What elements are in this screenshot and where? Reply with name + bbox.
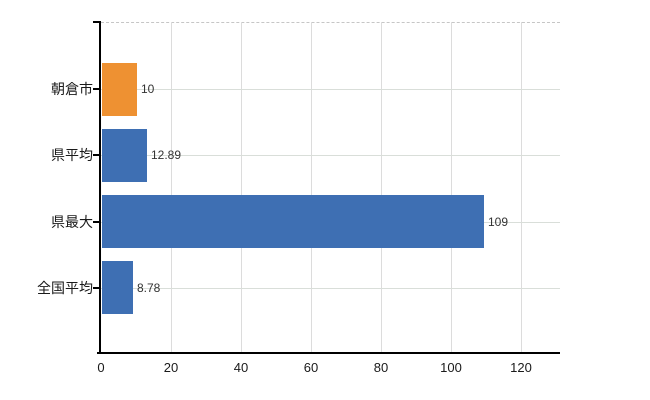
value-label: 12.89 — [151, 148, 182, 162]
gridline-vertical — [521, 22, 522, 353]
bar-朝倉市 — [102, 63, 137, 116]
y-axis-top-tick — [93, 21, 101, 23]
y-axis-line — [99, 22, 101, 354]
gridline-vertical — [381, 22, 382, 353]
x-axis-line — [97, 352, 560, 354]
gridline-horizontal — [101, 288, 560, 289]
x-tick-label: 0 — [97, 360, 105, 375]
x-tick-label: 40 — [233, 360, 249, 375]
gridline-vertical — [451, 22, 452, 353]
bar-県最大 — [102, 195, 484, 248]
gridline-horizontal — [101, 89, 560, 90]
category-label: 県最大 — [51, 214, 93, 230]
x-tick-label: 120 — [510, 360, 532, 375]
value-label: 8.78 — [137, 281, 161, 295]
x-tick-label: 60 — [303, 360, 319, 375]
y-axis-tick — [93, 154, 101, 156]
gridline-vertical — [171, 22, 172, 353]
category-label: 県平均 — [51, 147, 93, 163]
value-label: 109 — [488, 215, 509, 229]
value-label: 10 — [141, 82, 155, 96]
category-label: 朝倉市 — [51, 81, 93, 97]
category-label: 全国平均 — [37, 280, 93, 296]
bar-県平均 — [102, 129, 147, 182]
x-tick-label: 80 — [373, 360, 389, 375]
y-axis-tick — [93, 221, 101, 223]
gridline-vertical — [311, 22, 312, 353]
y-axis-tick — [93, 88, 101, 90]
x-tick-label: 20 — [163, 360, 179, 375]
x-tick-label: 100 — [440, 360, 462, 375]
plot-top-border — [101, 22, 560, 23]
bar-全国平均 — [102, 261, 133, 314]
y-axis-tick — [93, 287, 101, 289]
gridline-vertical — [241, 22, 242, 353]
gridline-horizontal — [101, 155, 560, 156]
